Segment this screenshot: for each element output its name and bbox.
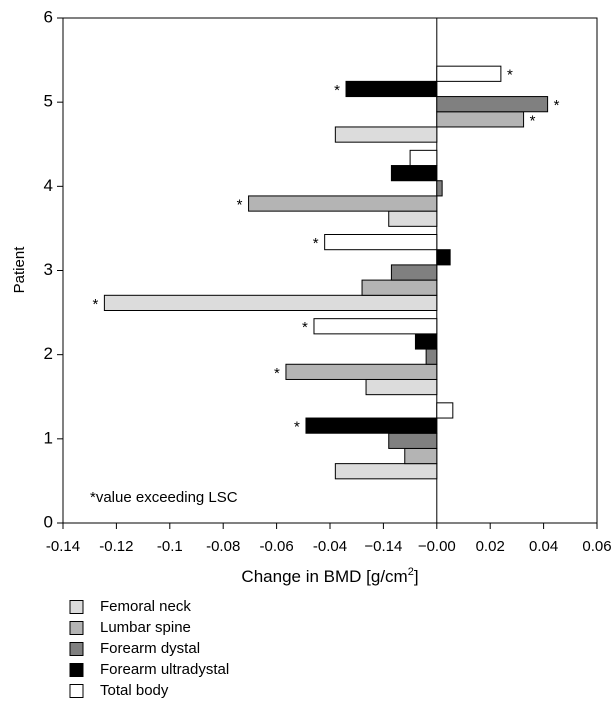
bar: [334, 126, 438, 143]
bar: [365, 378, 438, 396]
x-tick-label: -0.06: [259, 538, 293, 555]
legend-label: Forearm dystal: [100, 640, 200, 657]
x-axis-label-end: ]: [414, 567, 419, 586]
x-axis-label: Change in BMD [g/cm2]: [241, 566, 418, 587]
significance-marker: *: [530, 112, 536, 129]
x-tick-label: -0.1: [157, 538, 183, 555]
bar: [345, 80, 438, 98]
significance-marker: *: [92, 296, 98, 313]
legend-label: Lumbar spine: [100, 619, 191, 636]
bar: [436, 96, 549, 113]
x-tick-label: -0.08: [206, 538, 240, 555]
y-tick-label: 6: [44, 7, 53, 26]
bar: [425, 348, 438, 365]
legend-swatch: [69, 663, 84, 677]
x-axis-label-main: Change in BMD [g/cm: [241, 567, 407, 586]
bar: [409, 149, 438, 167]
legend-swatch: [69, 684, 84, 698]
legend-swatch: [69, 642, 84, 656]
bar: [285, 363, 438, 380]
significance-marker: *: [302, 319, 308, 336]
bar: [324, 234, 438, 251]
bar: [436, 111, 525, 128]
legend-swatch: [69, 621, 84, 635]
note: *value exceeding LSC: [90, 489, 238, 506]
legend-label: Total body: [100, 682, 169, 699]
significance-marker: *: [334, 82, 340, 99]
bar: [361, 279, 438, 296]
legend-swatch: [69, 600, 84, 614]
significance-marker: *: [507, 67, 513, 84]
significance-marker: *: [313, 235, 319, 252]
y-axis-label: Patient: [11, 246, 28, 294]
x-tick-label: -0.12: [99, 538, 133, 555]
legend-label: Femoral neck: [100, 598, 191, 615]
bar: [436, 402, 454, 419]
bar: [305, 417, 438, 434]
y-tick-label: 5: [44, 92, 53, 111]
bar: [436, 249, 451, 266]
y-tick-label: 1: [44, 428, 53, 447]
x-tick-label: -0.14: [46, 538, 80, 555]
x-tick-label: 0.02: [476, 538, 505, 555]
x-tick-label: 0.06: [582, 538, 611, 555]
significance-marker: *: [554, 97, 560, 114]
x-tick-label: -0.04: [313, 538, 347, 555]
y-tick-label: 0: [44, 512, 53, 531]
y-tick-label: 2: [44, 344, 53, 363]
bar: [388, 432, 438, 449]
x-axis-label-sup: 2: [408, 566, 414, 578]
x-tick-label: −0.14: [364, 538, 402, 555]
legend-label: Forearm ultradystal: [100, 661, 229, 678]
bar: [248, 195, 438, 212]
bar: [388, 210, 438, 227]
bar: [390, 264, 438, 281]
significance-marker: *: [274, 365, 280, 382]
plot-frame: [62, 17, 598, 524]
bar: [103, 294, 438, 311]
bar: [334, 463, 438, 480]
y-tick-label: 3: [44, 260, 53, 279]
bar: [404, 447, 438, 465]
bar: [436, 180, 443, 197]
bar: [390, 165, 438, 182]
y-tick-label: 4: [44, 176, 53, 195]
significance-marker: *: [237, 197, 243, 214]
x-tick-label: 0.04: [529, 538, 558, 555]
x-tick-label: −0.00: [418, 538, 456, 555]
bar: [436, 65, 502, 82]
bar: [414, 333, 438, 350]
significance-marker: *: [294, 419, 300, 436]
bar: [313, 318, 438, 335]
